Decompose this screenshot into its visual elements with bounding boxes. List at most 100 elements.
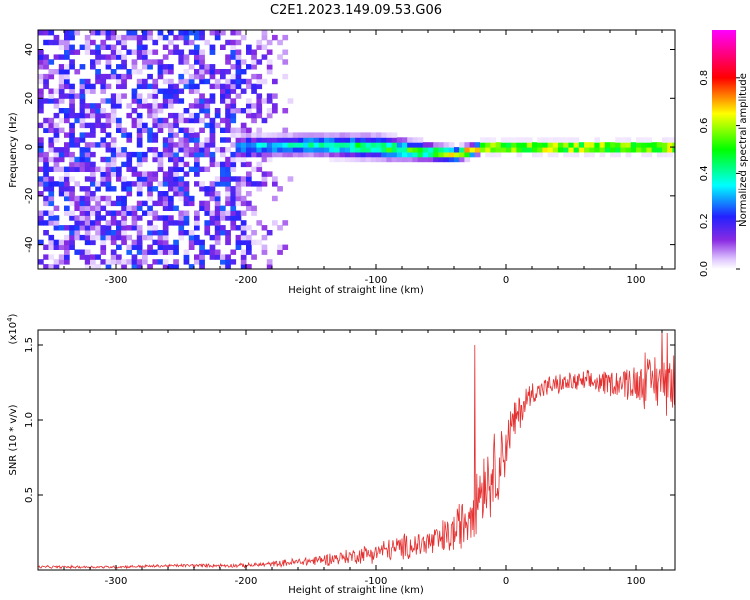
heatmap-cell (230, 117, 237, 124)
heatmap-cell (131, 239, 138, 246)
heatmap-cell (287, 176, 294, 182)
heatmap-cell (277, 225, 283, 231)
heatmap-cell (79, 98, 86, 104)
heatmap-cell (58, 147, 65, 153)
heatmap-cell (173, 181, 179, 187)
heatmap-cell (142, 151, 148, 158)
heatmap-cell (64, 186, 70, 192)
heatmap-cell (225, 117, 231, 124)
heatmap-cell (386, 142, 393, 148)
heatmap-cell (183, 132, 190, 138)
heatmap-cell (188, 73, 195, 80)
heatmap-cell (131, 244, 138, 250)
heatmap-cell (48, 200, 55, 207)
heatmap-cell (256, 108, 263, 114)
heatmap-cell (235, 142, 242, 148)
heatmap-cell (277, 39, 283, 46)
heatmap-cell (246, 78, 252, 85)
heatmap-cell (604, 142, 611, 148)
heatmap-cell (261, 137, 268, 143)
heatmap-cell (662, 142, 668, 148)
heatmap-cell (95, 234, 101, 241)
heatmap-cell (376, 147, 382, 153)
heatmap-cell (194, 220, 200, 226)
heatmap-cell (131, 259, 138, 265)
heatmap-cell (131, 88, 138, 94)
heatmap-cell (199, 59, 205, 65)
heatmap-cell (84, 34, 91, 41)
heatmap-cell (121, 210, 127, 216)
heatmap-cell (480, 137, 486, 143)
heatmap-cell (521, 142, 528, 148)
heatmap-cell (116, 234, 122, 241)
heatmap-cell (90, 88, 96, 94)
heatmap-cell (402, 147, 408, 153)
heatmap-cell (246, 151, 252, 158)
heatmap-cell (152, 83, 159, 90)
heatmap-cell (79, 112, 86, 119)
heatmap-cell (147, 59, 153, 65)
heatmap-cell (38, 59, 44, 65)
heatmap-cell (558, 147, 564, 153)
heatmap-cell (350, 147, 356, 153)
heatmap-cell (43, 151, 49, 158)
heatmap-cell (272, 151, 278, 158)
heatmap-cell (110, 73, 117, 80)
heatmap-cell (220, 98, 226, 104)
heatmap-cell (220, 117, 226, 124)
heatmap-cell (261, 54, 268, 60)
heatmap-cell (64, 132, 70, 138)
heatmap-cell (53, 54, 60, 60)
heatmap-cell (162, 88, 169, 94)
heatmap-cell (126, 225, 133, 231)
heatmap-cell (277, 147, 283, 153)
heatmap-cell (84, 103, 91, 109)
heatmap-cell (116, 147, 122, 153)
heatmap-cell (365, 147, 372, 153)
heatmap-cell (126, 205, 133, 211)
heatmap-cell (266, 156, 273, 163)
heatmap-cell (64, 73, 70, 80)
heatmap-cell (162, 220, 169, 226)
heatmap-cell (246, 98, 252, 104)
heatmap-cell (116, 171, 122, 177)
heatmap-cell (64, 225, 70, 231)
heatmap-cell (573, 151, 580, 158)
heatmap-cell (282, 49, 289, 55)
heatmap-cell (131, 64, 138, 70)
heatmap-cell (178, 88, 185, 94)
heatmap-cell (199, 244, 205, 250)
heatmap-cell (214, 205, 221, 211)
heatmap-cell (235, 59, 242, 65)
heatmap-cell (168, 171, 174, 177)
heatmap-cell (589, 147, 595, 153)
heatmap-cell (121, 186, 127, 192)
heatmap-cell (105, 59, 112, 65)
heatmap-cell (116, 225, 122, 231)
heatmap-cell (350, 142, 356, 148)
heatmap-cell (58, 78, 65, 85)
heatmap-cell (277, 186, 283, 192)
heatmap-cell (235, 64, 242, 70)
heatmap-cell (136, 132, 143, 138)
heatmap-cell (459, 151, 465, 158)
heatmap-cell (407, 137, 413, 143)
spectrogram-x-ticks: -300 -200 -100 0 100 (37, 30, 663, 286)
heatmap-cell (256, 186, 263, 192)
heatmap-cell (266, 264, 273, 269)
heatmap-cell (162, 98, 169, 104)
heatmap-cell (95, 108, 101, 114)
colorbar: 0.00.20.40.60.8 Normalized spectral ampl… (699, 30, 749, 277)
heatmap-cell (194, 254, 200, 260)
heatmap-cell (131, 225, 138, 231)
heatmap-cell (381, 151, 387, 158)
heatmap-cell (48, 93, 55, 99)
heatmap-cell (334, 142, 341, 148)
heatmap-cell (183, 34, 190, 41)
heatmap-cell (116, 122, 122, 129)
heatmap-cell (360, 132, 367, 138)
heatmap-cell (199, 34, 205, 41)
heatmap-cell (490, 137, 497, 143)
heatmap-cell (178, 176, 185, 182)
heatmap-cell (48, 239, 55, 246)
